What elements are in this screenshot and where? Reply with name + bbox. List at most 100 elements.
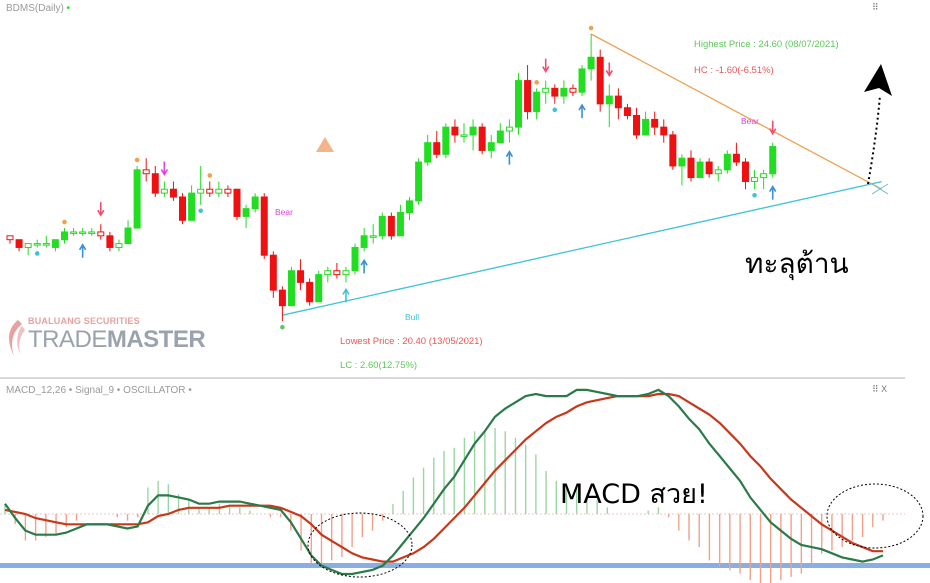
candle-body (751, 177, 759, 182)
logo-product: TRADEMASTER (28, 326, 206, 353)
candle-body (487, 142, 495, 151)
arrow-up-icon (578, 103, 586, 119)
candle-body (533, 91, 541, 113)
candle-body (124, 227, 132, 245)
candle-body (705, 161, 713, 175)
candle-body (233, 188, 241, 217)
candle-body (660, 126, 668, 136)
candle-body (42, 243, 50, 246)
candle-body (342, 270, 350, 276)
macd-panel-title: MACD_12,26 • Signal_9 • OSCILLATOR • (6, 385, 192, 396)
macd-line (4, 388, 884, 576)
candle-body (133, 169, 141, 229)
candle-body (333, 270, 341, 276)
highlight-ellipse (307, 512, 413, 578)
pivot-dot (588, 25, 594, 31)
breakout-path (867, 94, 881, 185)
candle-body (578, 68, 586, 93)
candle-body (251, 196, 259, 210)
candle-body (315, 274, 323, 303)
candle-body (151, 173, 159, 194)
candle-body (160, 188, 168, 194)
price-panel-controls[interactable]: ⠿ (872, 2, 879, 12)
candle-body (260, 196, 268, 256)
candle-body (360, 235, 368, 248)
macd-annotation: MACD สวย! (560, 479, 708, 510)
candle-body (115, 243, 123, 248)
candle-body (396, 212, 404, 237)
lc-label: LC : 2.60(12.75%) (340, 360, 418, 371)
candle-body (651, 118, 659, 128)
candle-body (587, 56, 595, 70)
candle-body (696, 161, 704, 179)
arrow-up-icon (769, 185, 777, 200)
candle-body (169, 188, 177, 198)
candle-body (469, 126, 477, 136)
pivot-dot (198, 208, 203, 214)
pivot-dot (752, 192, 757, 198)
candle-body (605, 95, 613, 105)
candle-body (460, 134, 468, 137)
candle-body (433, 142, 441, 155)
candle-body (424, 142, 432, 163)
candle-body (451, 126, 459, 136)
candle-body (242, 208, 250, 217)
candle-body (551, 87, 559, 97)
pivot-dot (280, 324, 285, 330)
candle-body (560, 87, 568, 97)
candle-body (88, 231, 96, 234)
macd-panel (0, 388, 930, 583)
support-trendline (282, 180, 882, 316)
pivot-dot (552, 107, 558, 113)
cross-marker-icon (871, 183, 889, 195)
candle-body (79, 231, 87, 234)
arrow-up-icon (505, 150, 514, 165)
candle-body (687, 157, 695, 179)
candle-body (378, 215, 386, 237)
price-panel (0, 25, 905, 379)
candle-body (596, 56, 604, 105)
candle-body (514, 80, 522, 128)
candle-body (633, 115, 641, 136)
candle-body (442, 126, 450, 155)
bottom-bar (0, 563, 930, 568)
candle-body (406, 200, 414, 214)
candle-body (569, 87, 577, 93)
candle-body (33, 243, 41, 246)
bear-signal-label: Bear (275, 207, 293, 217)
candle-body (678, 157, 686, 167)
macd-panel-controls[interactable]: ⠿ X (872, 384, 888, 394)
bear-signal-label: Bear (741, 116, 759, 126)
pivot-dot (134, 157, 140, 163)
candle-body (215, 188, 223, 194)
candle-body (269, 254, 277, 291)
signal-line (4, 392, 883, 563)
candle-body (741, 161, 749, 182)
candle-body (287, 270, 295, 307)
candle-body (505, 126, 513, 132)
tradermaster-logo: BUALUANG SECURITIES TRADEMASTER (6, 316, 206, 362)
highest-price-label: Highest Price : 24.60 (08/07/2021) (694, 39, 839, 50)
candle-body (387, 215, 395, 237)
candle-body (732, 153, 740, 163)
arrow-down-icon (542, 58, 550, 74)
candle-body (542, 87, 550, 93)
logo-mark-icon (9, 320, 25, 356)
candle-body (224, 188, 232, 194)
bull-arrow-icon (342, 287, 350, 303)
candle-body (206, 188, 214, 194)
candle-body (106, 235, 114, 248)
candle-body (51, 239, 59, 248)
candle-body (197, 188, 205, 194)
candle-body (297, 270, 305, 283)
candle-body (669, 134, 677, 167)
candle-body (60, 231, 68, 241)
arrow-up-icon (360, 258, 368, 274)
lowest-price-label: Lowest Price : 20.40 (13/05/2021) (340, 336, 483, 347)
pivot-dot (534, 80, 539, 85)
arrow-down-icon (605, 62, 613, 78)
candle-body (496, 130, 504, 144)
candle-body (524, 80, 532, 113)
candle-body (6, 235, 14, 241)
